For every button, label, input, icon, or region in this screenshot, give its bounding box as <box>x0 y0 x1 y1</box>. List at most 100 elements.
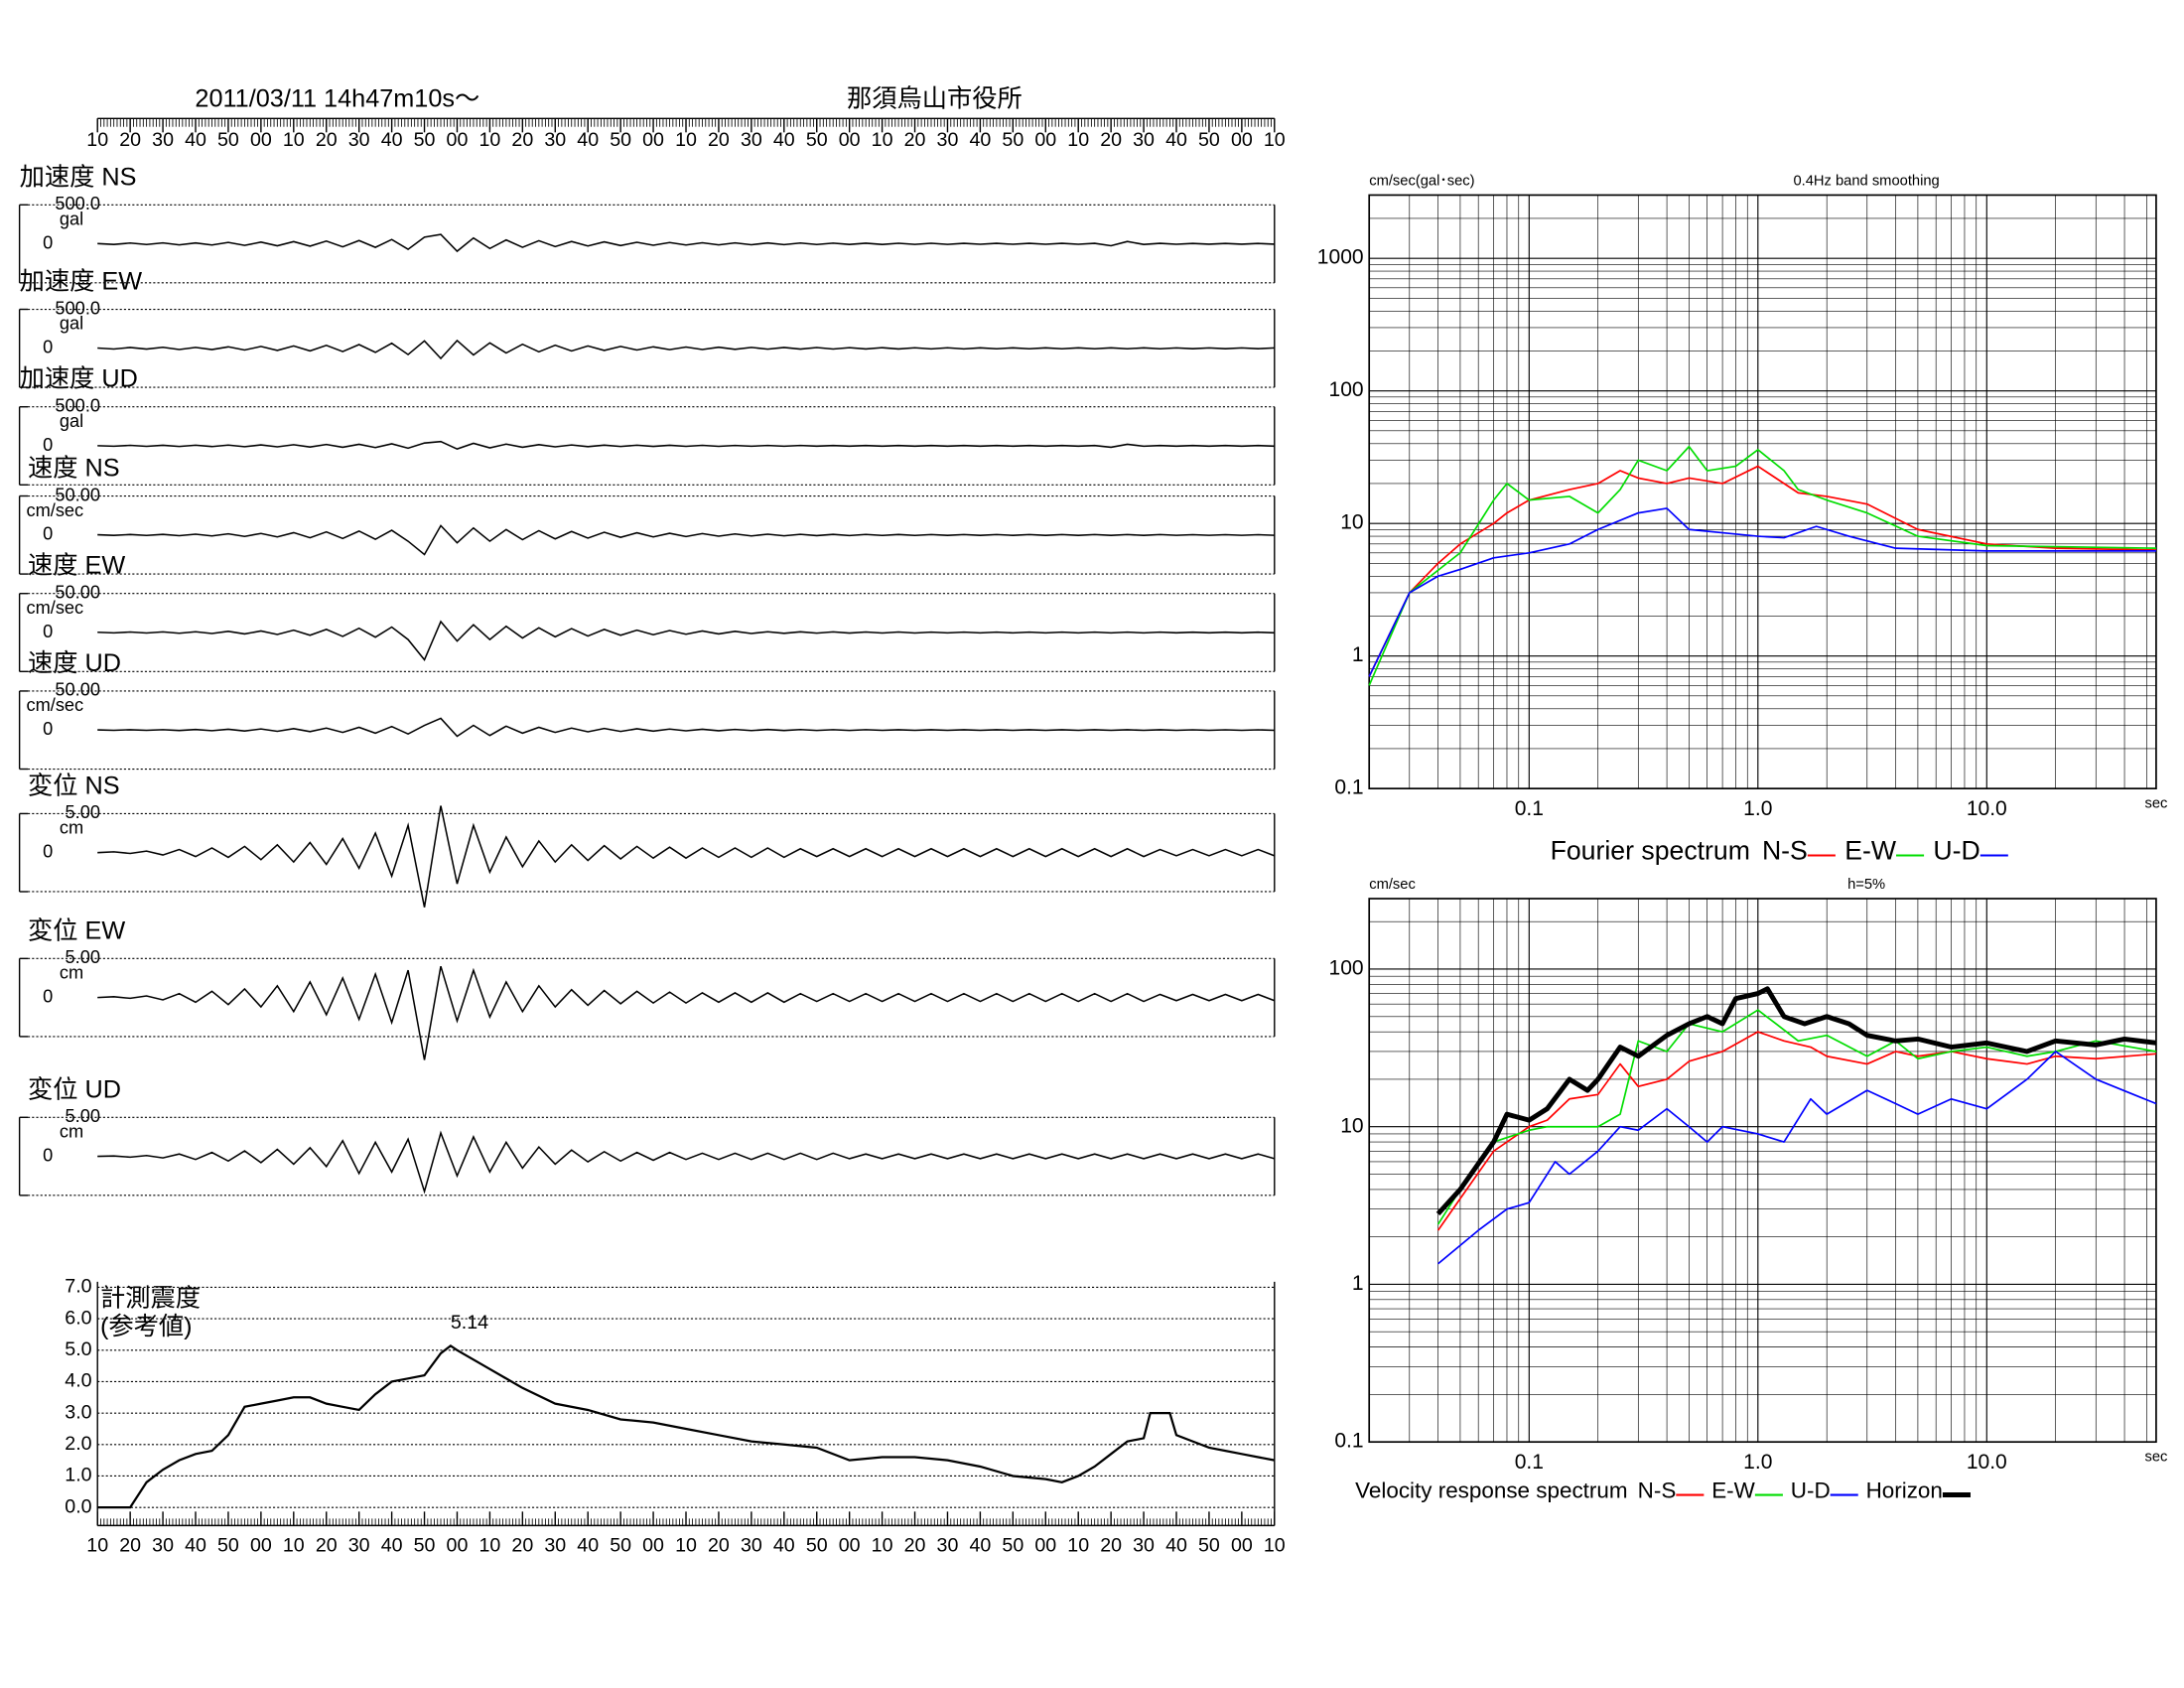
x-tick-label: 40 <box>969 1535 991 1557</box>
legend-label: U-D <box>1933 836 1979 866</box>
unit-label: gal <box>60 410 83 431</box>
x-tick-label: 40 <box>185 1535 206 1557</box>
legend-label: N-S <box>1638 1478 1677 1503</box>
x-tick-label: 50 <box>414 129 436 151</box>
x-tick-label: 20 <box>316 129 338 151</box>
x-tick-label: 20 <box>904 1535 926 1557</box>
x-tick-label: 30 <box>1133 1535 1155 1557</box>
y-tick-label: 10 <box>1340 1114 1363 1137</box>
x-tick-label: 1.0 <box>1743 1451 1772 1474</box>
y-tick-label: 0.1 <box>1334 1430 1363 1453</box>
y-tick-label: 0 <box>43 985 53 1006</box>
y-tick-label: 50.00 <box>55 582 100 603</box>
y-tick-label: 500.0 <box>55 297 100 318</box>
y-tick-label: 1 <box>1352 643 1364 666</box>
y-tick-label: 50.00 <box>55 484 100 504</box>
plot-frame <box>1368 194 2157 790</box>
waveform <box>97 339 1275 360</box>
x-tick-label: 00 <box>1231 1535 1253 1557</box>
x-tick-label: 30 <box>741 1535 762 1557</box>
waveform <box>97 805 1276 908</box>
x-tick-label: 40 <box>1165 1535 1187 1557</box>
x-tick-label: 20 <box>1100 1535 1122 1557</box>
x-tick-label: 10 <box>283 129 305 151</box>
x-tick-label: 10 <box>283 1535 305 1557</box>
unit-label: gal <box>60 209 83 229</box>
y-tick-label: 5.00 <box>66 801 100 822</box>
y-tick-label: 0.0 <box>65 1495 91 1517</box>
panel-label: 加速度 NS <box>20 163 137 191</box>
x-tick-label: 30 <box>544 1535 566 1557</box>
y-tick-label: 500.0 <box>55 395 100 416</box>
chart-subtitle: h=5% <box>1847 877 1885 893</box>
x-tick-label: 50 <box>610 129 631 151</box>
x-tick-label: 50 <box>1198 1535 1220 1557</box>
unit-label: cm/sec <box>26 694 83 715</box>
x-tick-label: 00 <box>642 1535 664 1557</box>
chart-subtitle: 0.4Hz band smoothing <box>1793 173 1939 189</box>
x-tick-label: 00 <box>250 129 272 151</box>
y-tick-label: 7.0 <box>65 1276 91 1298</box>
spectrum-line <box>1368 507 2156 677</box>
unit-label: cm/sec <box>26 597 83 618</box>
x-tick-label: 50 <box>1198 129 1220 151</box>
x-tick-label: 10.0 <box>1967 797 2007 820</box>
panel-label: 変位 NS <box>28 772 120 799</box>
unit-label: cm <box>60 962 83 983</box>
x-tick-label: 10 <box>675 1535 697 1557</box>
x-tick-label: 30 <box>1133 129 1155 151</box>
y-tick-label: 0 <box>43 621 53 641</box>
x-tick-label: 30 <box>741 129 762 151</box>
panel-label: 変位 EW <box>28 916 125 944</box>
y-tick-label: 10 <box>1340 511 1363 534</box>
waveform <box>97 620 1275 661</box>
legend-label: E-W <box>1844 836 1897 866</box>
x-tick-label: 50 <box>414 1535 436 1557</box>
x-tick-label: 10 <box>478 1535 500 1557</box>
x-tick-label: 00 <box>839 1535 861 1557</box>
y-tick-label: 100 <box>1329 957 1364 980</box>
y-tick-label: 50.00 <box>55 679 100 700</box>
x-tick-label: 00 <box>250 1535 272 1557</box>
annotation: 5.14 <box>451 1312 488 1334</box>
y-tick-label: 0 <box>43 718 53 739</box>
x-tick-label: 10 <box>1264 1535 1286 1557</box>
waveform <box>97 233 1275 253</box>
waveform <box>97 440 1275 450</box>
x-tick-label: 10 <box>1264 129 1286 151</box>
y-tick-label: 0 <box>43 1144 53 1165</box>
y-tick-label: 1.0 <box>65 1465 91 1486</box>
x-tick-label: 40 <box>185 129 206 151</box>
spectrum-line <box>1368 445 2156 686</box>
intensity-line <box>97 1343 1276 1509</box>
x-tick-label: 20 <box>316 1535 338 1557</box>
legend-label: Horizon <box>1866 1478 1943 1503</box>
x-tick-label: 30 <box>937 129 959 151</box>
x-tick-label: 10 <box>1067 1535 1089 1557</box>
x-tick-label: 00 <box>1231 129 1253 151</box>
x-tick-label: 20 <box>904 129 926 151</box>
x-tick-label: 20 <box>119 129 141 151</box>
x-tick-label: 00 <box>447 129 469 151</box>
station-name: 那須烏山市役所 <box>847 85 1023 113</box>
x-tick-label: 40 <box>773 1535 795 1557</box>
y-tick-label: 6.0 <box>65 1307 91 1329</box>
y-tick-label: 0 <box>43 231 53 252</box>
y-tick-label: 0 <box>43 841 53 862</box>
panel-label: 速度 NS <box>28 455 120 483</box>
y-tick-label: 3.0 <box>65 1401 91 1423</box>
x-tick-label: 40 <box>969 129 991 151</box>
x-tick-label: 50 <box>806 129 828 151</box>
spectrum-line <box>1437 1051 2157 1265</box>
x-tick-label: 50 <box>217 129 239 151</box>
x-tick-label: 30 <box>544 129 566 151</box>
x-tick-label: 00 <box>839 129 861 151</box>
x-tick-label: 10 <box>86 129 108 151</box>
unit-label: gal <box>60 313 83 334</box>
x-tick-label: 10 <box>1067 129 1089 151</box>
unit-label: cm <box>60 1121 83 1142</box>
y-tick-label: 500.0 <box>55 193 100 213</box>
y-tick-label: 4.0 <box>65 1370 91 1392</box>
y-tick-label: 0 <box>43 523 53 544</box>
